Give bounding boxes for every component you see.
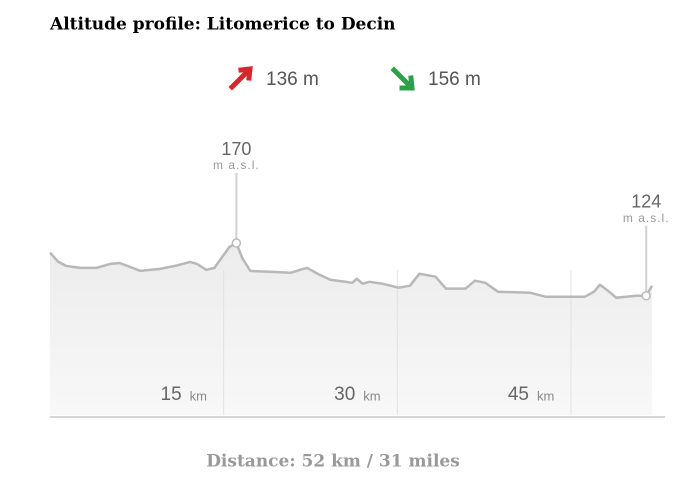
x-tick-unit: km (363, 388, 380, 403)
x-tick-label: 45 (508, 384, 529, 405)
annotation-unit: m a.s.l. (213, 158, 260, 172)
descent-icon (390, 66, 415, 91)
chart-title: Altitude profile: Litomerice to Decin (49, 15, 396, 35)
area-fill (50, 243, 652, 415)
x-tick-unit: km (190, 388, 207, 403)
descent: 156 m (428, 69, 481, 90)
annotation-value: 124 (631, 191, 661, 211)
footer: Distance: 52 km / 31 miles (206, 452, 460, 472)
ascent: 136 m (266, 69, 319, 90)
x-tick-unit: km (537, 388, 554, 403)
x-tick-label: 15 (161, 384, 182, 405)
x-tick-label: 30 (334, 384, 355, 405)
altitude-line (49, 241, 654, 299)
annotation-marker (231, 238, 242, 248)
annotation-marker (641, 290, 651, 301)
annotation-unit: m a.s.l. (623, 211, 670, 225)
annotation-value: 170 (221, 139, 251, 159)
ascent-icon (228, 66, 253, 91)
